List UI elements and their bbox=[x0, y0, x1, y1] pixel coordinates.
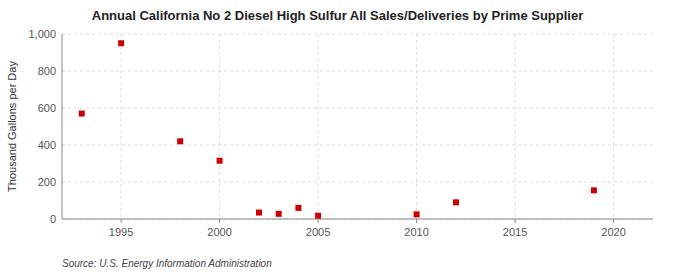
point bbox=[217, 158, 223, 164]
source-note: Source: U.S. Energy Information Administ… bbox=[62, 258, 272, 269]
x-grid-line bbox=[613, 34, 614, 219]
point bbox=[295, 205, 301, 211]
y-tick-label: 600 bbox=[38, 102, 56, 114]
x-grid-line bbox=[219, 34, 220, 219]
point bbox=[414, 211, 420, 217]
point bbox=[453, 199, 459, 205]
x-tick-label: 2005 bbox=[306, 226, 330, 238]
x-tick bbox=[515, 219, 516, 223]
point bbox=[315, 213, 321, 219]
x-grid-line bbox=[318, 34, 319, 219]
y-grid-line bbox=[62, 219, 653, 220]
background bbox=[0, 0, 675, 275]
y-grid-line bbox=[62, 145, 653, 146]
point bbox=[79, 111, 85, 117]
x-tick-label: 2015 bbox=[503, 226, 527, 238]
x-tick bbox=[613, 219, 614, 223]
x-tick bbox=[219, 219, 220, 223]
point bbox=[256, 210, 262, 216]
point bbox=[276, 211, 282, 217]
y-axis-line bbox=[62, 34, 63, 219]
x-tick bbox=[318, 219, 319, 223]
x-grid-line bbox=[121, 34, 122, 219]
y-tick-label: 200 bbox=[38, 176, 56, 188]
point bbox=[177, 138, 183, 144]
y-tick-label: 0 bbox=[50, 213, 56, 225]
x-tick-label: 2010 bbox=[404, 226, 428, 238]
y-axis-label: Thousand Gallons per Day bbox=[6, 61, 18, 192]
y-grid-line bbox=[62, 34, 653, 35]
x-tick-label: 2020 bbox=[601, 226, 625, 238]
y-grid-line bbox=[62, 71, 653, 72]
x-grid-line bbox=[515, 34, 516, 219]
title: Annual California No 2 Diesel High Sulfu… bbox=[92, 8, 584, 23]
x-axis-line bbox=[62, 219, 653, 220]
x-grid-line bbox=[416, 34, 417, 219]
point bbox=[118, 40, 124, 46]
y-tick-label: 1,000 bbox=[28, 28, 56, 40]
y-grid-line bbox=[62, 108, 653, 109]
points bbox=[79, 40, 597, 218]
x-tick-label: 1995 bbox=[109, 226, 133, 238]
x-tick bbox=[121, 219, 122, 223]
y-tick-label: 800 bbox=[38, 65, 56, 77]
x-tick bbox=[416, 219, 417, 223]
y-tick-label: 400 bbox=[38, 139, 56, 151]
x-tick-label: 2000 bbox=[207, 226, 231, 238]
y-grid-line bbox=[62, 182, 653, 183]
point bbox=[591, 187, 597, 193]
